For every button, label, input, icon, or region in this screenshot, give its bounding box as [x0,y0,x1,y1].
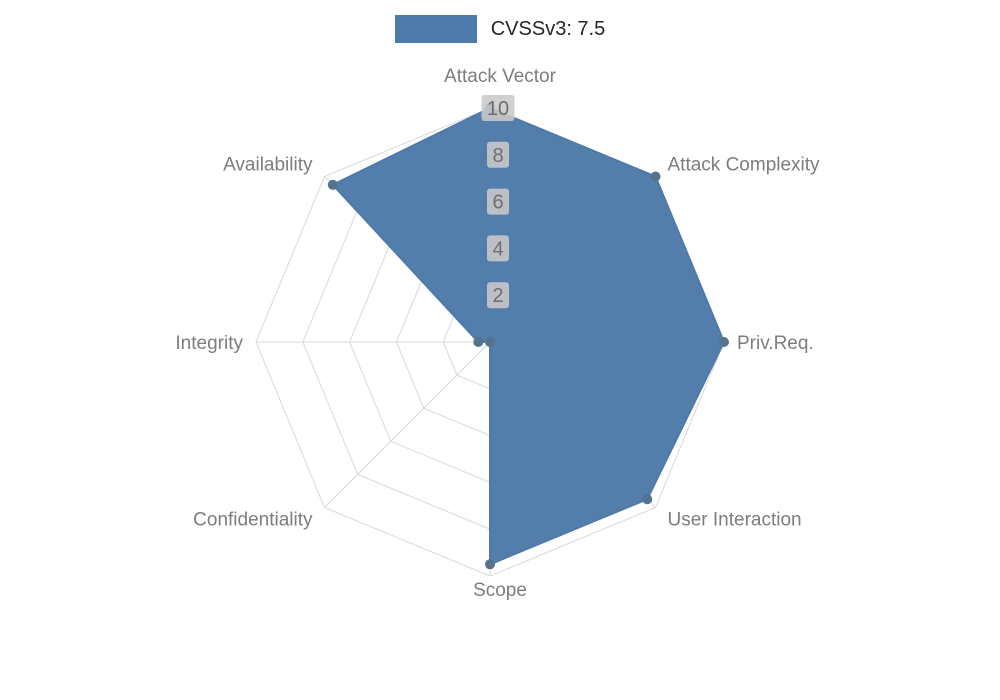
vertex-marker [485,337,495,347]
radial-tick-label: 2 [492,285,503,307]
data-polygon [331,107,725,566]
legend-label: CVSSv3: 7.5 [490,17,606,40]
axis-label-user-interaction: User Interaction [668,510,802,531]
legend: CVSSv3: 7.5 [0,15,1000,43]
axis-label-availability: Availability [223,155,313,176]
radial-tick-box [481,95,515,121]
radial-tick-label: 6 [492,192,503,214]
vertex-marker [327,179,338,190]
radial-tick-box [487,235,509,262]
vertex-marker [485,559,495,570]
radial-tick-label: 4 [492,238,503,260]
radial-tick-label: 8 [492,145,503,167]
axis-label-attack-vector: Attack Vector [444,66,557,87]
radial-tick-label: 10 [487,98,509,120]
axis-label-attack-complexity: Attack Complexity [668,155,821,176]
vertex-marker [719,337,729,347]
vertex-marker [650,171,661,182]
radial-tick-box [487,141,509,168]
radial-tick-box [487,282,509,309]
vertex-marker [642,494,653,505]
axis-spoke [324,341,491,508]
axis-label-confidentiality: Confidentiality [193,510,313,531]
legend-swatch [394,15,477,43]
axis-label-integrity: Integrity [175,333,243,354]
vertex-marker [473,337,484,347]
radial-tick-box [487,188,509,215]
axis-label-priv-req: Priv.Req. [737,333,814,354]
axis-label-scope: Scope [473,580,527,601]
